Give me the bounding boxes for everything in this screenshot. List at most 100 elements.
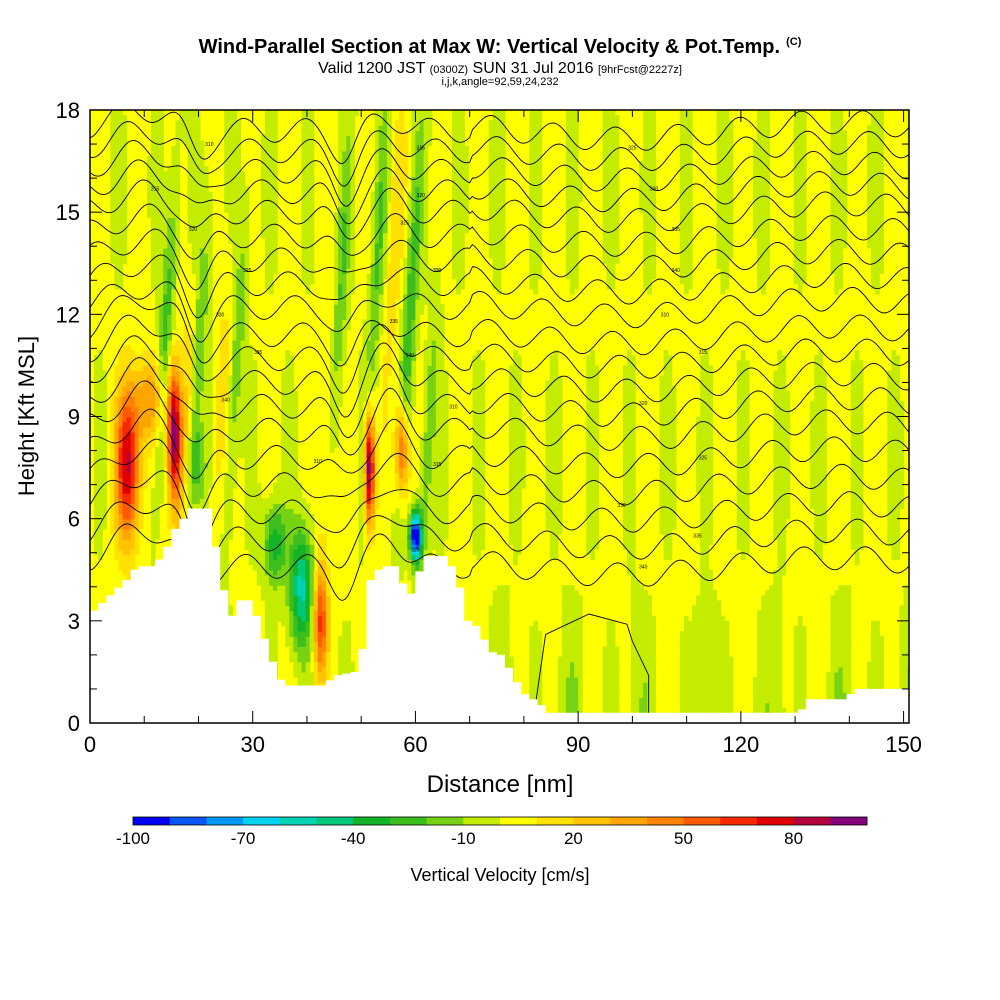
field-cell (370, 345, 376, 351)
field-cell (175, 201, 181, 208)
field-cell (167, 498, 172, 504)
field-cell (427, 401, 433, 407)
field-cell (167, 222, 172, 229)
field-cell (419, 544, 425, 550)
field-cell (232, 227, 238, 234)
field-cell (387, 293, 392, 300)
field-cell (419, 263, 425, 269)
field-cell (155, 523, 160, 530)
field-cell (151, 150, 156, 157)
field-cell (98, 396, 103, 402)
field-cell (382, 125, 388, 131)
field-cell (171, 391, 177, 397)
field-cell (179, 120, 185, 126)
field-cell (330, 447, 335, 453)
field-cell (102, 370, 107, 377)
field-cell (374, 196, 380, 203)
field-cell (183, 447, 189, 453)
field-cell (427, 375, 433, 382)
field-cell (126, 523, 132, 530)
field-cell (301, 574, 307, 581)
field-cell (232, 237, 238, 244)
field-cell (301, 631, 307, 637)
field-cell (403, 304, 408, 310)
field-cell (309, 130, 315, 137)
field-cell (395, 263, 400, 269)
field-cell (289, 391, 294, 397)
field-cell (411, 135, 417, 142)
field-cell (159, 493, 164, 499)
field-cell (362, 431, 368, 438)
field-cell (378, 171, 384, 177)
field-cell (151, 350, 156, 356)
field-cell (110, 528, 115, 535)
field-cell (118, 431, 124, 438)
field-cell (407, 299, 412, 305)
field-cell (134, 498, 140, 504)
field-cell (378, 212, 384, 218)
field-cell (199, 232, 205, 239)
field-cell (187, 482, 193, 489)
field-cell (110, 513, 115, 520)
field-cell (342, 120, 347, 126)
field-cell (305, 610, 311, 617)
field-cell (163, 309, 168, 315)
field-cell (273, 656, 278, 663)
field-cell (370, 380, 376, 387)
field-cell (305, 503, 311, 509)
field-cell (118, 513, 124, 520)
field-cell (191, 181, 197, 188)
field-cell (301, 513, 307, 520)
field-cell (297, 671, 303, 678)
field-cell (248, 467, 254, 474)
field-cell (203, 166, 209, 172)
field-cell (330, 385, 335, 392)
field-cell (195, 278, 201, 285)
field-cell (301, 247, 307, 254)
field-cell (118, 462, 124, 469)
field-cell (317, 559, 323, 566)
field-cell (374, 145, 380, 152)
field-cell (423, 130, 429, 137)
field-cell (285, 523, 290, 530)
field-cell (236, 447, 242, 453)
field-cell (317, 610, 323, 617)
field-cell (98, 355, 103, 361)
field-cell (334, 299, 339, 305)
field-cell (122, 431, 128, 438)
field-cell (269, 569, 274, 576)
field-cell (346, 324, 351, 331)
field-cell (155, 150, 160, 157)
field-cell (411, 110, 417, 116)
field-cell (256, 554, 262, 561)
field-cell (151, 503, 156, 509)
field-cell (248, 396, 254, 402)
field-cell (293, 518, 299, 525)
field-cell (297, 493, 303, 499)
field-cell (309, 559, 315, 566)
field-cell (334, 350, 339, 356)
field-cell (163, 222, 168, 229)
field-cell (195, 375, 201, 382)
field-cell (366, 493, 372, 499)
field-cell (179, 360, 185, 366)
field-cell (403, 355, 408, 361)
field-cell (167, 457, 172, 464)
field-cell (110, 253, 115, 259)
field-cell (187, 130, 193, 137)
field-cell (195, 288, 201, 295)
field-cell (114, 380, 120, 387)
field-cell (155, 227, 160, 234)
field-cell (151, 212, 156, 218)
field-cell (114, 222, 120, 229)
field-cell (273, 237, 278, 244)
field-cell (232, 436, 238, 443)
field-cell (378, 304, 384, 310)
field-cell (240, 309, 246, 315)
field-cell (195, 467, 201, 474)
field-cell (191, 166, 197, 172)
field-cell (264, 207, 270, 213)
field-cell (358, 477, 364, 484)
field-cell (407, 396, 412, 402)
field-cell (338, 288, 343, 295)
